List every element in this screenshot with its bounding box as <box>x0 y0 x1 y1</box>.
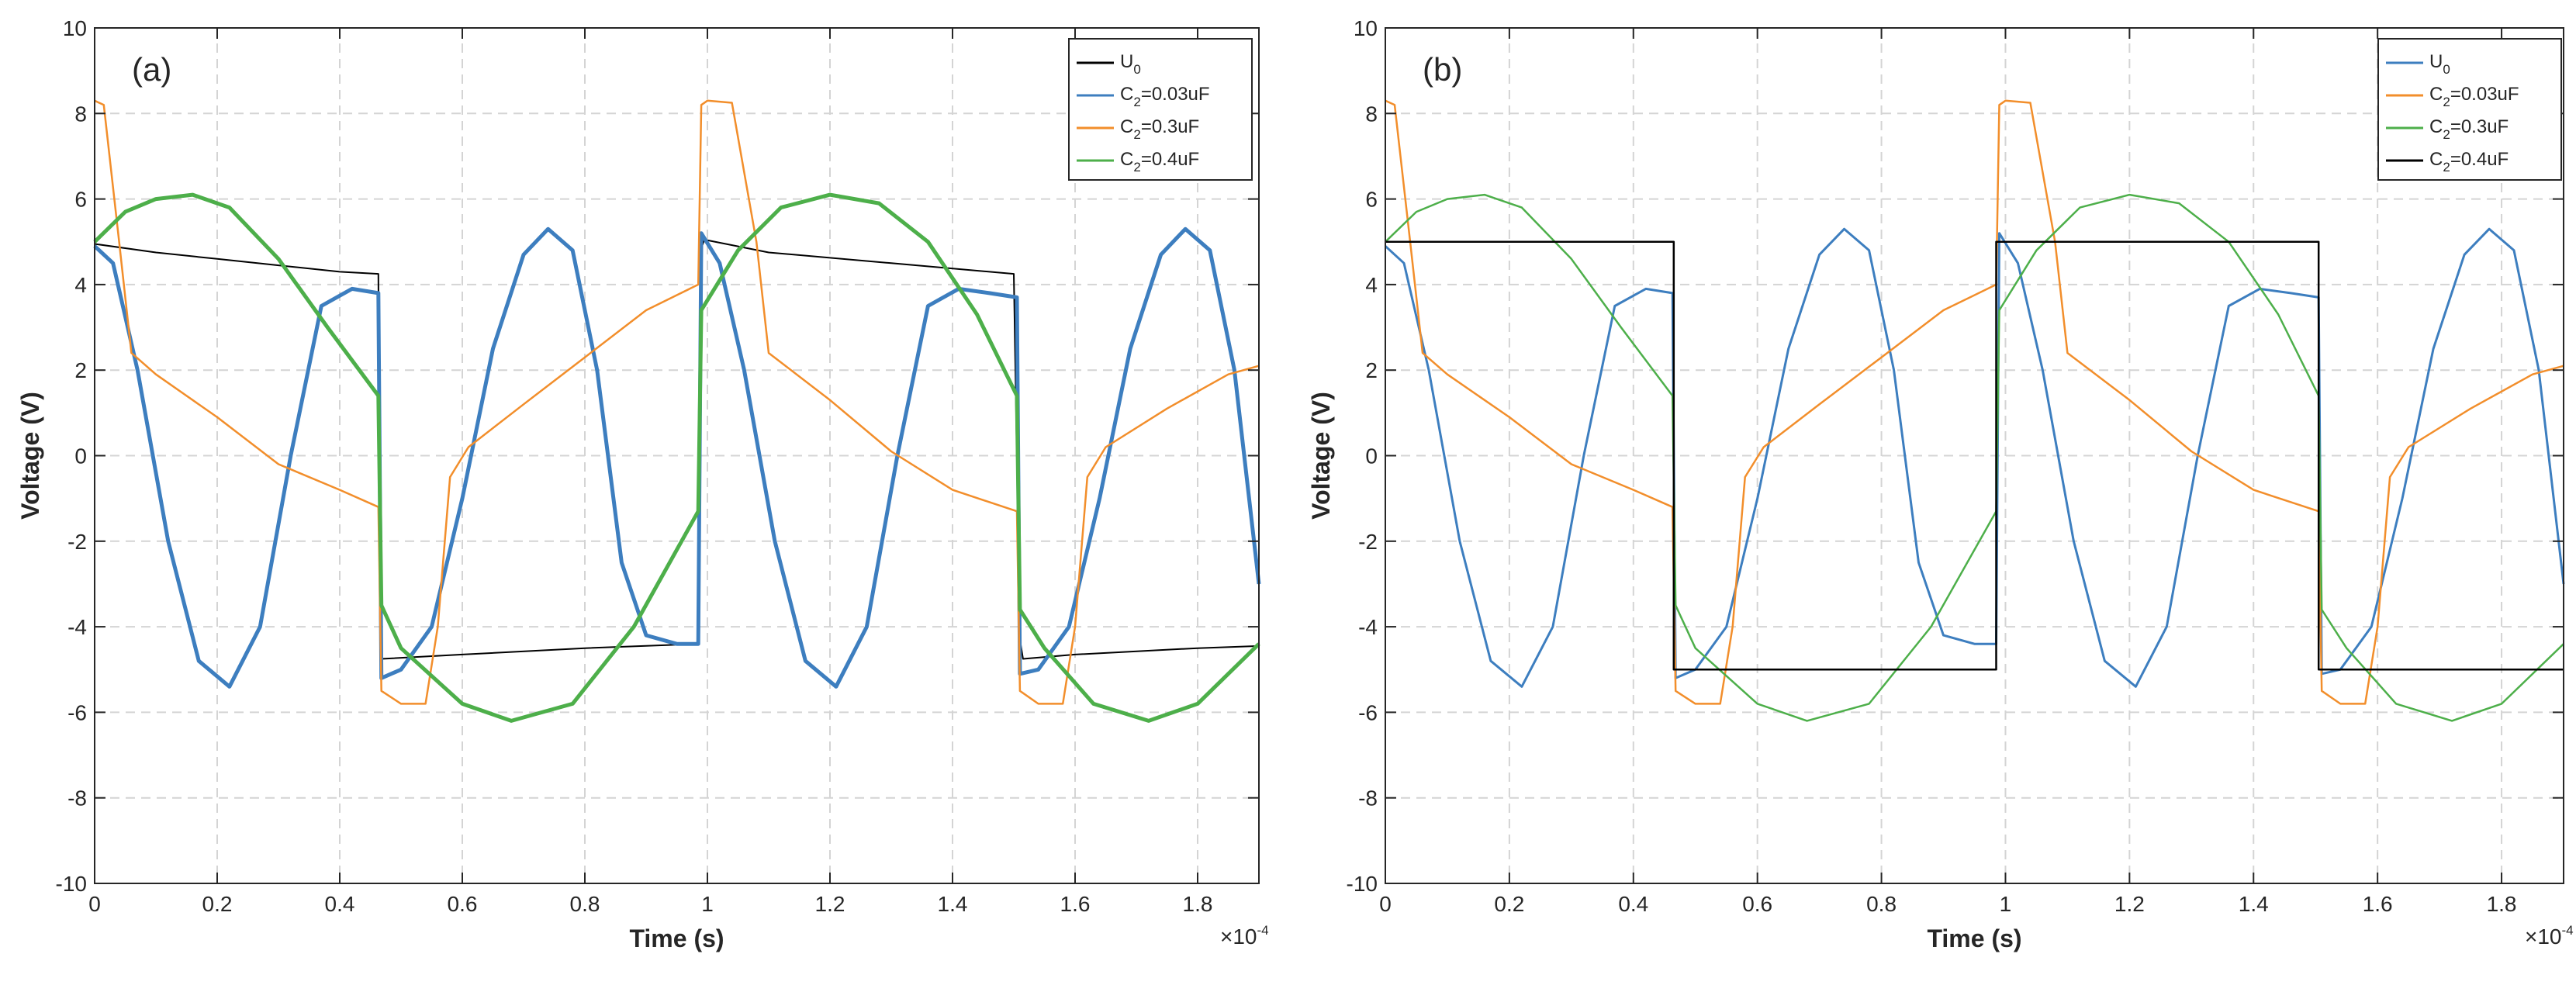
x-axis-multiplier: ×10-4 <box>1220 923 1269 949</box>
legend-label-3: C2=0.3uF <box>1120 116 1199 142</box>
chart-panel-1: 0 0.2 0.4 0.6 0.8 1 1.2 1.4 1.6 1.8 -10 -8 -6 -4 -2 0 2 4… <box>16 16 1269 952</box>
x-tick-label: 1.2 <box>2114 892 2145 916</box>
legend-label-2: C2=0.03uF <box>1120 84 1210 109</box>
y-tick-label: -8 <box>1358 786 1378 810</box>
legend-label-2: C2=0.03uF <box>2429 84 2519 109</box>
series-line-4 <box>1385 240 2564 671</box>
y-axis-label: Voltage (V) <box>1307 392 1335 520</box>
x-tick-label: 0.8 <box>1866 892 1897 916</box>
x-tick-label: 0.2 <box>202 892 233 916</box>
legend-label-4: C2=0.4uF <box>2429 149 2509 175</box>
y-tick-label: 2 <box>1365 358 1378 382</box>
y-tick-label: 10 <box>63 16 87 40</box>
y-tick-label: 4 <box>1365 273 1378 297</box>
panel-label: (b) <box>1423 51 1462 88</box>
y-tick-label: 4 <box>74 273 87 297</box>
y-tick-label: -10 <box>1347 872 1378 896</box>
y-tick-label: -6 <box>1358 700 1378 724</box>
y-tick-label: -6 <box>67 700 87 724</box>
y-tick-label: 2 <box>74 358 87 382</box>
x-tick-label: 0.6 <box>1742 892 1772 916</box>
y-tick-label: -10 <box>56 872 87 896</box>
y-tick-label: -2 <box>1358 530 1378 554</box>
chart-panel-2: 0 0.2 0.4 0.6 0.8 1 1.2 1.4 1.6 1.8 -10 -8 -6 -4 -2 0 2 4… <box>1307 16 2574 952</box>
x-tick-label: 1.6 <box>2363 892 2393 916</box>
x-tick-label: 1.4 <box>938 892 968 916</box>
x-axis-multiplier: ×10-4 <box>2525 923 2574 949</box>
x-tick-label: 0.4 <box>325 892 355 916</box>
y-tick-label: -4 <box>67 615 87 639</box>
y-tick-label: 0 <box>74 444 87 468</box>
y-tick-label: -8 <box>67 786 87 810</box>
y-tick-label: -4 <box>1358 615 1378 639</box>
y-axis-label: Voltage (V) <box>16 392 44 520</box>
x-tick-label: 1.4 <box>2239 892 2269 916</box>
x-tick-label: 1.8 <box>2487 892 2517 916</box>
x-tick-label: 0.6 <box>448 892 478 916</box>
x-tick-label: 0 <box>88 892 101 916</box>
legend: U0 C2=0.03uF C2=0.3uF C2=0.4uF <box>2377 38 2562 181</box>
legend-label-1: U0 <box>2429 51 2450 77</box>
y-tick-label: 0 <box>1365 444 1378 468</box>
series-line-1 <box>1384 227 2565 688</box>
series-line-4 <box>93 192 1260 723</box>
x-tick-label: 0.4 <box>1618 892 1648 916</box>
y-tick-label: 10 <box>1354 16 1378 40</box>
y-tick-label: 8 <box>1365 102 1378 126</box>
x-tick-label: 1.8 <box>1183 892 1213 916</box>
legend: U0 C2=0.03uF C2=0.3uF C2=0.4uF <box>1068 38 1253 181</box>
x-tick-label: 1.6 <box>1060 892 1091 916</box>
legend-label-1: U0 <box>1120 51 1141 77</box>
y-tick-label: 6 <box>1365 188 1378 212</box>
x-tick-label: 0.8 <box>570 892 600 916</box>
x-tick-label: 0.2 <box>1494 892 1524 916</box>
y-tick-label: 6 <box>74 188 87 212</box>
legend-label-4: C2=0.4uF <box>1120 149 1199 175</box>
x-tick-label: 0 <box>1379 892 1392 916</box>
x-tick-label: 1 <box>701 892 714 916</box>
y-tick-label: -2 <box>67 530 87 554</box>
panel-label: (a) <box>132 51 171 88</box>
legend-label-3: C2=0.3uF <box>2429 116 2509 142</box>
x-axis-label: Time (s) <box>1927 925 2021 952</box>
series-line-3 <box>94 99 1260 705</box>
series-line-2 <box>93 226 1261 689</box>
y-tick-label: 8 <box>74 102 87 126</box>
x-tick-label: 1.2 <box>815 892 845 916</box>
x-axis-label: Time (s) <box>629 925 724 952</box>
x-tick-label: 1 <box>2000 892 2012 916</box>
